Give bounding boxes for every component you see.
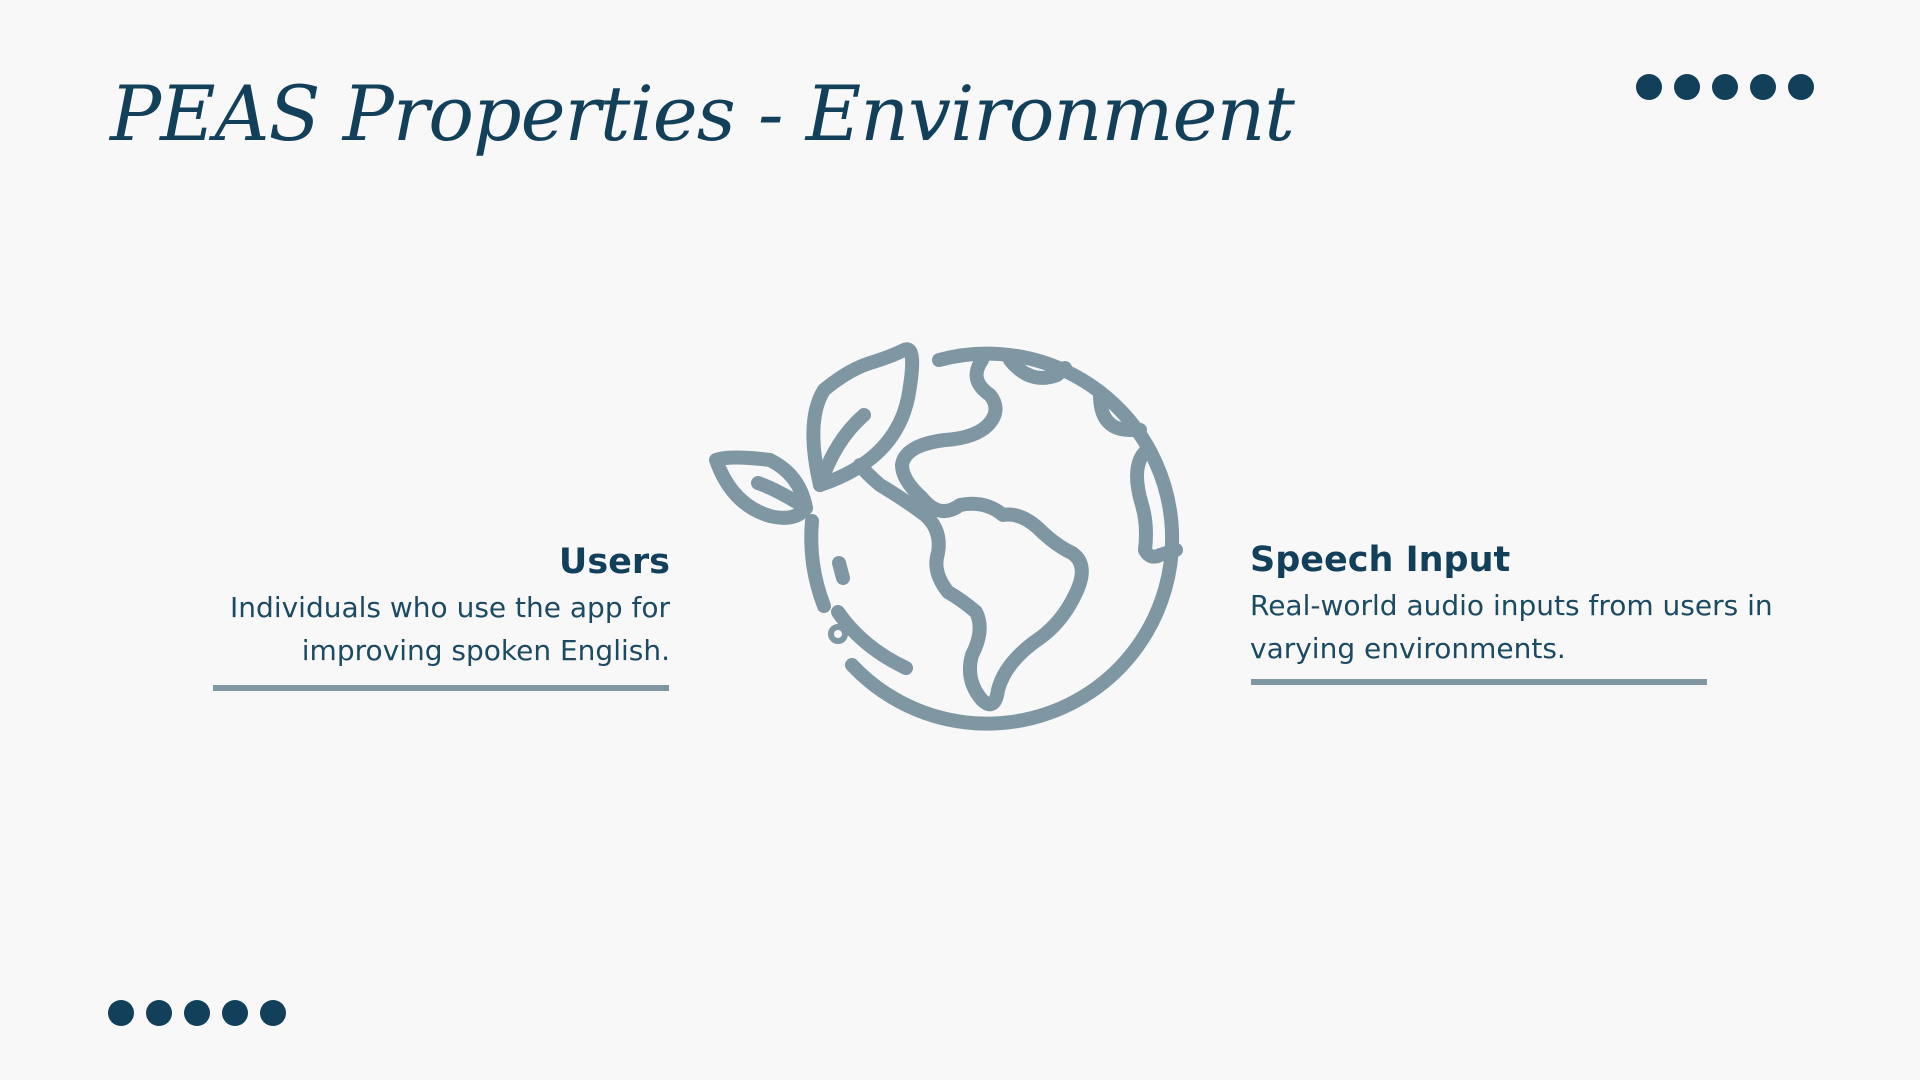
slide-title: PEAS Properties - Environment (110, 69, 1295, 158)
speech-input-block: Speech Input Real-world audio inputs fro… (1250, 536, 1830, 670)
dot (1636, 74, 1662, 100)
earth-with-sprout-icon (709, 342, 1183, 731)
dot (260, 1000, 286, 1026)
dot (108, 1000, 134, 1026)
speech-input-description-line-2: varying environments. (1250, 632, 1566, 665)
speech-input-description-line-1: Real-world audio inputs from users in (1250, 589, 1773, 622)
dot (184, 1000, 210, 1026)
dot (146, 1000, 172, 1026)
dot (222, 1000, 248, 1026)
speech-input-underline (1251, 679, 1707, 685)
users-description-line-2: improving spoken English. (301, 634, 670, 667)
dots-decoration-top (1636, 74, 1814, 100)
users-underline (213, 685, 669, 691)
speech-input-heading: Speech Input (1250, 540, 1511, 580)
dot (1674, 74, 1700, 100)
dot (1750, 74, 1776, 100)
dots-decoration-bottom (108, 1000, 286, 1026)
users-description-line-1: Individuals who use the app for (230, 591, 670, 624)
dot (1788, 74, 1814, 100)
users-block: Users Individuals who use the app for im… (200, 538, 670, 672)
users-heading: Users (558, 542, 670, 582)
dot (1712, 74, 1738, 100)
